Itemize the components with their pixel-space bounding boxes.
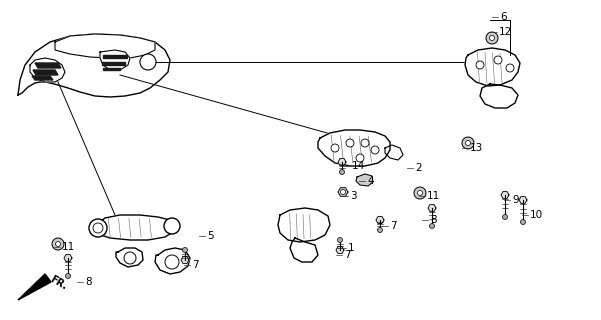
Text: 14: 14 bbox=[352, 161, 365, 171]
Polygon shape bbox=[18, 274, 51, 300]
Circle shape bbox=[140, 54, 156, 70]
Circle shape bbox=[356, 154, 364, 162]
Circle shape bbox=[331, 144, 339, 152]
Circle shape bbox=[124, 252, 136, 264]
Text: 3: 3 bbox=[350, 191, 356, 201]
Polygon shape bbox=[519, 196, 527, 204]
Polygon shape bbox=[501, 192, 509, 198]
Polygon shape bbox=[318, 130, 390, 166]
Text: 2: 2 bbox=[415, 163, 422, 173]
Polygon shape bbox=[102, 62, 125, 65]
Polygon shape bbox=[55, 34, 155, 58]
Polygon shape bbox=[94, 215, 175, 240]
Polygon shape bbox=[278, 208, 330, 242]
Circle shape bbox=[371, 146, 379, 154]
Polygon shape bbox=[116, 248, 143, 267]
Polygon shape bbox=[338, 188, 348, 196]
Text: 11: 11 bbox=[427, 191, 441, 201]
Polygon shape bbox=[428, 204, 436, 212]
Polygon shape bbox=[32, 76, 53, 80]
Polygon shape bbox=[35, 63, 61, 68]
Text: 7: 7 bbox=[390, 221, 397, 231]
Circle shape bbox=[462, 137, 474, 149]
Polygon shape bbox=[181, 257, 189, 263]
Circle shape bbox=[377, 228, 382, 233]
Text: 7: 7 bbox=[192, 260, 198, 270]
Polygon shape bbox=[18, 34, 170, 97]
Circle shape bbox=[338, 237, 343, 243]
Circle shape bbox=[52, 238, 64, 250]
Text: 8: 8 bbox=[430, 215, 436, 225]
Circle shape bbox=[183, 247, 188, 252]
Polygon shape bbox=[33, 70, 58, 75]
Circle shape bbox=[466, 140, 471, 146]
Circle shape bbox=[506, 64, 514, 72]
Text: 9: 9 bbox=[512, 195, 519, 205]
Circle shape bbox=[93, 223, 103, 233]
Text: 13: 13 bbox=[470, 143, 483, 153]
Text: 1: 1 bbox=[348, 243, 355, 253]
Circle shape bbox=[164, 218, 180, 234]
Circle shape bbox=[520, 220, 525, 225]
Circle shape bbox=[165, 255, 179, 269]
Circle shape bbox=[486, 32, 498, 44]
Polygon shape bbox=[100, 50, 130, 70]
Circle shape bbox=[494, 56, 502, 64]
Text: 7: 7 bbox=[344, 250, 350, 260]
Polygon shape bbox=[103, 68, 120, 70]
Circle shape bbox=[361, 139, 369, 147]
Polygon shape bbox=[480, 84, 518, 108]
Polygon shape bbox=[155, 248, 190, 274]
Circle shape bbox=[418, 190, 423, 196]
Polygon shape bbox=[465, 48, 520, 86]
Circle shape bbox=[55, 242, 61, 246]
Text: 5: 5 bbox=[207, 231, 213, 241]
Circle shape bbox=[340, 170, 344, 174]
Polygon shape bbox=[103, 55, 127, 58]
Polygon shape bbox=[376, 217, 384, 223]
Circle shape bbox=[430, 223, 435, 228]
Text: FR.: FR. bbox=[48, 274, 69, 292]
Polygon shape bbox=[290, 238, 318, 262]
Circle shape bbox=[476, 61, 484, 69]
Polygon shape bbox=[356, 174, 373, 186]
Text: 8: 8 bbox=[85, 277, 91, 287]
Polygon shape bbox=[385, 145, 403, 160]
Text: 6: 6 bbox=[500, 12, 507, 22]
Polygon shape bbox=[336, 246, 344, 253]
Circle shape bbox=[341, 189, 346, 195]
Polygon shape bbox=[30, 58, 65, 82]
Circle shape bbox=[66, 274, 70, 278]
Circle shape bbox=[89, 219, 107, 237]
Text: 12: 12 bbox=[499, 27, 512, 37]
Circle shape bbox=[502, 214, 507, 220]
Circle shape bbox=[414, 187, 426, 199]
Text: 4: 4 bbox=[367, 176, 374, 186]
Text: 11: 11 bbox=[62, 242, 75, 252]
Circle shape bbox=[346, 139, 354, 147]
Polygon shape bbox=[338, 158, 346, 165]
Circle shape bbox=[489, 36, 495, 41]
Text: 10: 10 bbox=[530, 210, 543, 220]
Polygon shape bbox=[64, 254, 72, 261]
